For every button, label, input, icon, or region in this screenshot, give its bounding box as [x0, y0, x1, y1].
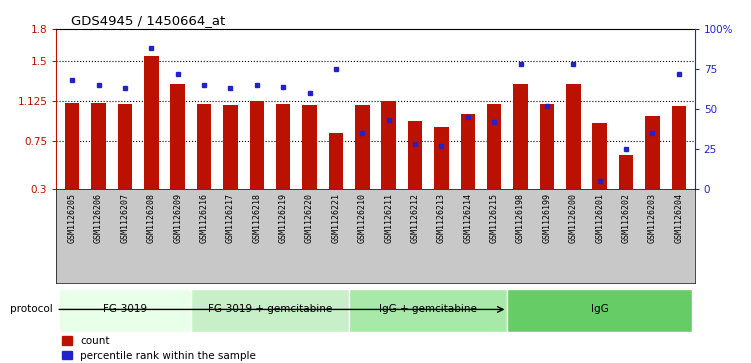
Bar: [460, 114, 475, 189]
Bar: [349, 289, 508, 332]
Bar: [170, 85, 185, 189]
Bar: [191, 289, 349, 332]
Bar: [540, 103, 554, 189]
Bar: [671, 106, 686, 189]
Text: FG-3019 + gemcitabine: FG-3019 + gemcitabine: [208, 305, 332, 314]
Text: GSM1126207: GSM1126207: [120, 193, 129, 244]
Bar: [197, 103, 211, 189]
Text: IgG + gemcitabine: IgG + gemcitabine: [379, 305, 477, 314]
Bar: [303, 105, 317, 189]
Bar: [329, 133, 343, 189]
Bar: [92, 102, 106, 189]
Text: GSM1126210: GSM1126210: [357, 193, 366, 244]
Bar: [118, 103, 132, 189]
Bar: [487, 103, 502, 189]
Bar: [223, 105, 237, 189]
Text: GSM1126215: GSM1126215: [490, 193, 499, 244]
Text: GSM1126205: GSM1126205: [68, 193, 77, 244]
Text: GSM1126220: GSM1126220: [305, 193, 314, 244]
Bar: [144, 56, 158, 189]
Text: GSM1126221: GSM1126221: [331, 193, 340, 244]
Text: GDS4945 / 1450664_at: GDS4945 / 1450664_at: [71, 14, 225, 27]
Text: GSM1126218: GSM1126218: [252, 193, 261, 244]
Bar: [65, 102, 80, 189]
Bar: [276, 103, 291, 189]
Bar: [514, 85, 528, 189]
Text: GSM1126199: GSM1126199: [542, 193, 551, 244]
Text: GSM1126217: GSM1126217: [226, 193, 235, 244]
Text: GSM1126206: GSM1126206: [94, 193, 103, 244]
Bar: [249, 101, 264, 189]
Bar: [593, 123, 607, 189]
Bar: [508, 289, 692, 332]
Bar: [59, 289, 191, 332]
Bar: [382, 101, 396, 189]
Text: GSM1126200: GSM1126200: [569, 193, 578, 244]
Bar: [355, 105, 369, 189]
Bar: [566, 85, 581, 189]
Text: protocol: protocol: [10, 305, 53, 314]
Bar: [645, 117, 659, 189]
Text: GSM1126214: GSM1126214: [463, 193, 472, 244]
Text: GSM1126201: GSM1126201: [596, 193, 605, 244]
Text: GSM1126216: GSM1126216: [200, 193, 209, 244]
Legend: count, percentile rank within the sample: count, percentile rank within the sample: [62, 337, 256, 360]
Text: GSM1126219: GSM1126219: [279, 193, 288, 244]
Bar: [619, 155, 633, 189]
Text: GSM1126204: GSM1126204: [674, 193, 683, 244]
Bar: [434, 127, 448, 189]
Text: GSM1126202: GSM1126202: [622, 193, 631, 244]
Text: FG-3019: FG-3019: [103, 305, 147, 314]
Text: IgG: IgG: [591, 305, 608, 314]
Bar: [408, 121, 422, 189]
Text: GSM1126209: GSM1126209: [173, 193, 182, 244]
Text: GSM1126208: GSM1126208: [146, 193, 155, 244]
Text: GSM1126198: GSM1126198: [516, 193, 525, 244]
Text: GSM1126212: GSM1126212: [411, 193, 420, 244]
Text: GSM1126203: GSM1126203: [648, 193, 657, 244]
Text: GSM1126213: GSM1126213: [437, 193, 446, 244]
Text: GSM1126211: GSM1126211: [385, 193, 394, 244]
